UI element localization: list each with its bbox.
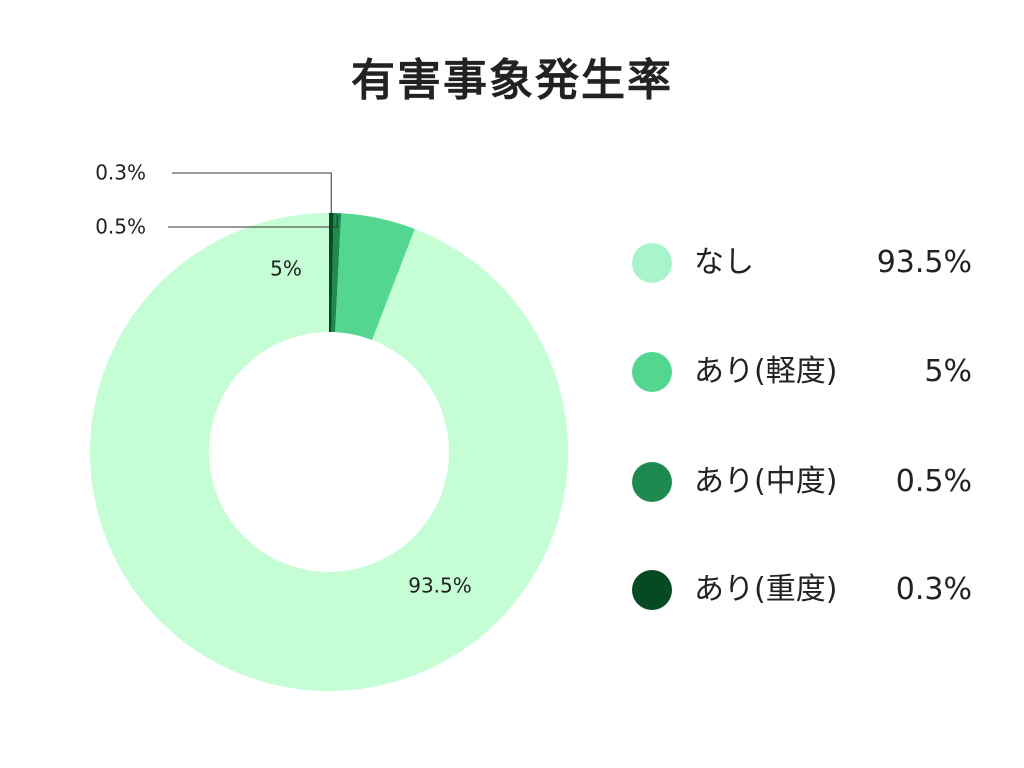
data-label-none: 93.5% [408, 574, 472, 598]
leader-line-severe [172, 172, 332, 216]
data-label-severe: 0.3% [95, 161, 146, 185]
donut-slice-mild [335, 213, 415, 340]
legend-swatch-mild [632, 352, 672, 392]
legend-label-none: なし [694, 245, 754, 280]
legend-value-mild: 5% [924, 354, 972, 389]
legend-item-severe: あり(重度) 0.3% [632, 567, 992, 617]
donut-slice-none [89, 213, 568, 691]
donut-slice-moderate [331, 213, 342, 333]
legend-swatch-none [632, 243, 672, 283]
legend-item-mild: あり(軽度) 5% [632, 349, 992, 399]
legend-label-mild: あり(軽度) [694, 354, 838, 389]
legend-swatch-severe [632, 570, 672, 610]
donut-slice-severe [329, 213, 334, 333]
data-label-mild: 5% [270, 257, 302, 281]
legend-item-moderate: あり(中度) 0.5% [632, 459, 992, 509]
legend-label-severe: あり(重度) [694, 572, 838, 607]
legend-value-none: 93.5% [876, 245, 972, 280]
leader-line-moderate [168, 215, 338, 228]
legend-value-severe: 0.3% [895, 572, 972, 607]
legend-label-moderate: あり(中度) [694, 464, 838, 499]
chart-title: 有害事象発生率 [351, 55, 673, 106]
legend-item-none: なし 93.5% [632, 240, 992, 290]
legend-swatch-moderate [632, 462, 672, 502]
legend-value-moderate: 0.5% [895, 464, 972, 499]
data-label-moderate: 0.5% [95, 215, 146, 239]
